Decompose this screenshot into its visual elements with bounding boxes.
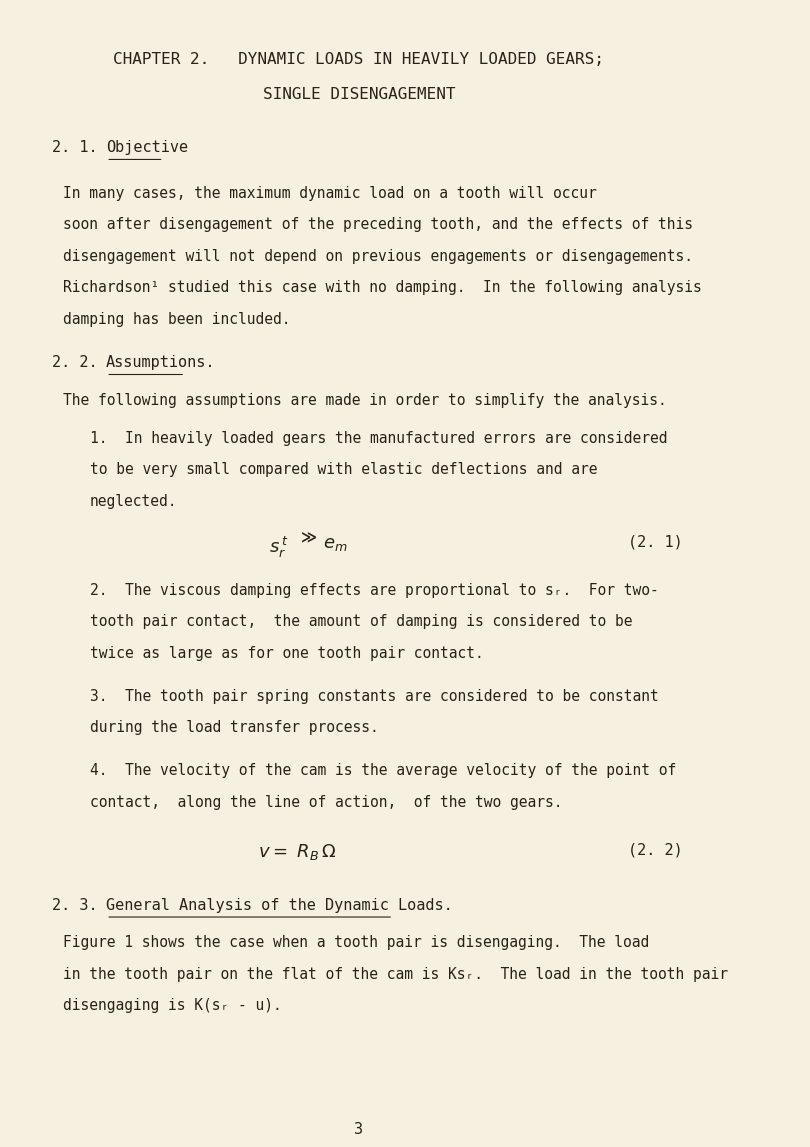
Text: to be very small compared with elastic deflections and are: to be very small compared with elastic d… xyxy=(90,462,597,477)
Text: disengaging is K(sᵣ - u).: disengaging is K(sᵣ - u). xyxy=(63,998,282,1014)
Text: 2.  The viscous damping effects are proportional to sᵣ.  For two-: 2. The viscous damping effects are propo… xyxy=(90,583,659,598)
Text: $e_m$: $e_m$ xyxy=(323,535,347,553)
Text: Objective: Objective xyxy=(106,140,188,155)
Text: (2. 1): (2. 1) xyxy=(628,535,683,549)
Text: General Analysis of the Dynamic Loads.: General Analysis of the Dynamic Loads. xyxy=(106,897,453,913)
Text: $s_r^{\,t}$: $s_r^{\,t}$ xyxy=(269,535,288,560)
Text: (2. 2): (2. 2) xyxy=(628,842,683,858)
Text: 3: 3 xyxy=(354,1122,364,1137)
Text: The following assumptions are made in order to simplify the analysis.: The following assumptions are made in or… xyxy=(63,392,667,408)
Text: Assumptions.: Assumptions. xyxy=(106,354,215,370)
Text: In many cases, the maximum dynamic load on a tooth will occur: In many cases, the maximum dynamic load … xyxy=(63,186,597,201)
Text: neglected.: neglected. xyxy=(90,493,177,509)
Text: soon after disengagement of the preceding tooth, and the effects of this: soon after disengagement of the precedin… xyxy=(63,218,693,233)
Text: twice as large as for one tooth pair contact.: twice as large as for one tooth pair con… xyxy=(90,646,484,661)
Text: disengagement will not depend on previous engagements or disengagements.: disengagement will not depend on previou… xyxy=(63,249,693,264)
Text: 3.  The tooth pair spring constants are considered to be constant: 3. The tooth pair spring constants are c… xyxy=(90,688,659,704)
Text: tooth pair contact,  the amount of damping is considered to be: tooth pair contact, the amount of dampin… xyxy=(90,614,632,630)
Text: Richardson¹ studied this case with no damping.  In the following analysis: Richardson¹ studied this case with no da… xyxy=(63,280,702,296)
Text: SINGLE DISENGAGEMENT: SINGLE DISENGAGEMENT xyxy=(262,87,455,102)
Text: 2. 2.: 2. 2. xyxy=(52,354,97,370)
Text: $v = \ R_B\,\Omega$: $v = \ R_B\,\Omega$ xyxy=(258,842,336,863)
Text: 1.  In heavily loaded gears the manufactured errors are considered: 1. In heavily loaded gears the manufactu… xyxy=(90,430,667,446)
Text: in the tooth pair on the flat of the cam is Ksᵣ.  The load in the tooth pair: in the tooth pair on the flat of the cam… xyxy=(63,967,728,982)
Text: 2. 1.: 2. 1. xyxy=(52,140,97,155)
Text: 2. 3.: 2. 3. xyxy=(52,897,97,913)
Text: during the load transfer process.: during the load transfer process. xyxy=(90,720,378,735)
Text: Figure 1 shows the case when a tooth pair is disengaging.  The load: Figure 1 shows the case when a tooth pai… xyxy=(63,936,650,951)
Text: contact,  along the line of action,  of the two gears.: contact, along the line of action, of th… xyxy=(90,795,562,810)
Text: 4.  The velocity of the cam is the average velocity of the point of: 4. The velocity of the cam is the averag… xyxy=(90,764,676,779)
Text: CHAPTER 2.   DYNAMIC LOADS IN HEAVILY LOADED GEARS;: CHAPTER 2. DYNAMIC LOADS IN HEAVILY LOAD… xyxy=(113,52,604,67)
Text: $\mathbf{\gg}$: $\mathbf{\gg}$ xyxy=(298,531,318,545)
Text: damping has been included.: damping has been included. xyxy=(63,312,291,327)
